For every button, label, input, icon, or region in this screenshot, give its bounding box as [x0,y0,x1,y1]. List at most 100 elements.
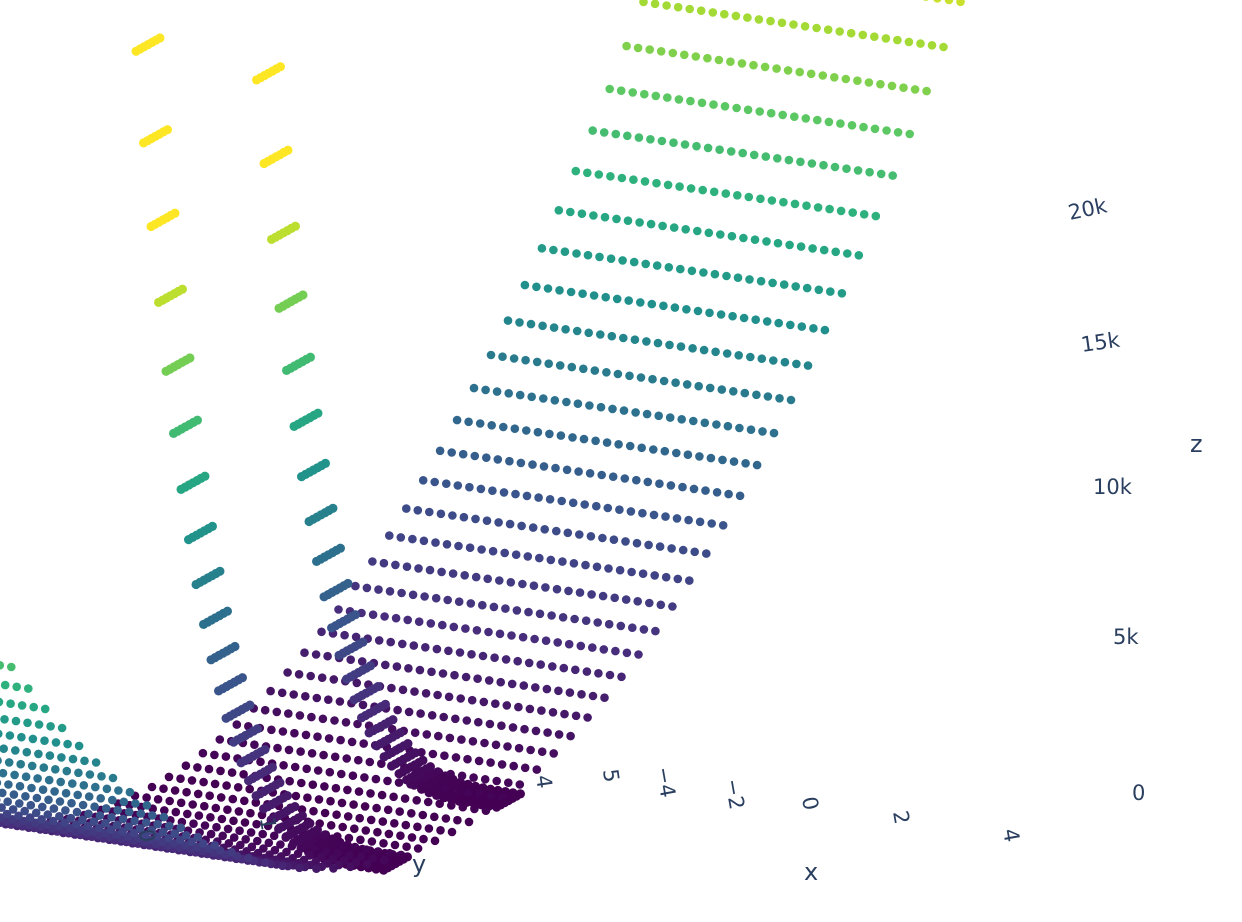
data-point [571,665,580,675]
data-point [505,519,515,529]
data-point [258,829,268,839]
data-point [101,818,110,828]
data-point [595,252,604,262]
data-point [848,208,857,217]
data-point [351,581,360,591]
data-point [846,28,856,38]
data-point [367,837,377,846]
data-point [475,419,485,428]
data-point [419,536,429,546]
data-point [657,136,667,146]
data-point [68,779,77,788]
y-tick-label-2: 4 [531,773,557,790]
data-point [15,781,25,791]
data-point [819,160,828,170]
data-point [425,507,434,517]
data-point [610,593,619,603]
data-point [404,664,413,673]
data-point [320,808,330,818]
data-point [655,479,664,489]
data-point [256,757,265,767]
data-point [130,816,139,826]
data-point [613,369,623,379]
data-point [518,579,527,589]
data-point [170,208,180,218]
data-point [588,691,598,701]
data-point [302,764,312,774]
data-point [566,287,576,297]
data-point [678,545,688,555]
data-point [462,716,472,725]
data-point [451,714,460,724]
data-point [290,728,299,738]
data-point [108,773,118,783]
data-point [795,67,804,77]
data-point [592,562,602,572]
data-point [413,844,423,853]
data-point [216,793,226,802]
data-point [482,516,492,525]
data-point [341,718,351,727]
data-point [717,385,727,394]
data-point [447,448,457,457]
data-point [27,761,37,771]
data-point [275,778,285,788]
data-point [589,211,598,220]
data-point [545,495,555,504]
data-point [323,651,332,661]
data-point [223,805,232,814]
data-point [854,251,864,260]
data-point [246,828,256,837]
data-point [397,588,406,598]
data-point [813,203,823,212]
data-point [780,357,790,367]
data-point [14,811,23,821]
data-point [910,85,920,94]
data-point [574,467,583,476]
data-point [549,749,558,758]
data-point [819,245,829,255]
data-point [541,583,550,592]
data-point [606,254,616,263]
data-point [625,371,634,381]
data-point [252,724,262,734]
data-point [773,154,782,163]
data-point [773,238,783,248]
data-point [391,560,400,570]
data-point [425,565,435,575]
data-point [350,610,360,620]
data-point [273,743,282,753]
y-tick-label-0: 0 [134,827,160,844]
data-point [329,675,339,684]
data-point [16,759,26,769]
data-point [349,800,358,809]
data-point [413,506,423,515]
data-point [68,754,78,764]
data-point [325,767,335,777]
data-point [702,549,711,558]
data-point [887,81,897,91]
data-point [421,643,430,652]
data-point [359,739,369,748]
data-point [40,704,50,714]
data-point [579,364,588,374]
data-point [252,836,262,846]
data-point [631,408,640,417]
data-point [545,429,554,439]
data-point [237,673,247,683]
data-point [12,682,21,692]
data-point [439,712,449,722]
data-point [0,788,7,798]
data-point [599,128,609,137]
data-point [456,694,466,703]
data-point [83,821,93,831]
data-point [608,472,618,482]
data-point [44,775,54,785]
data-point [171,807,181,817]
data-point [7,662,16,672]
data-point [84,792,94,801]
data-point [153,795,163,804]
data-point [820,325,830,335]
z-tick-label-1: 5k [1113,625,1139,649]
data-point [391,613,401,623]
